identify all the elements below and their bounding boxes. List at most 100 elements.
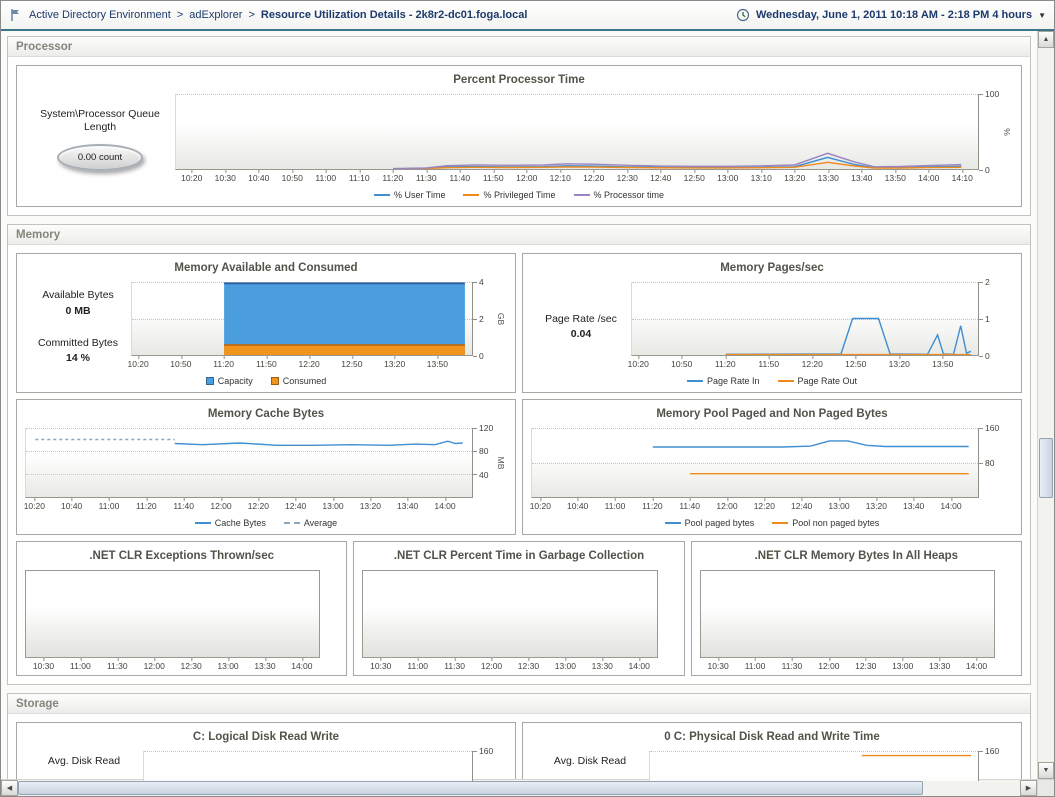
legend-label: Consumed (282, 375, 327, 386)
horizontal-scrollbar: ◀ ▶ (1, 779, 1037, 796)
horizontal-scroll-track[interactable] (18, 780, 1020, 796)
plot-area[interactable] (649, 751, 979, 781)
chart-percent-processor-time: Percent Processor Time System\Processor … (16, 65, 1022, 207)
chart-clr-exceptions: .NET CLR Exceptions Thrown/sec 10:30 11:0… (16, 541, 348, 676)
x-tick-label: 11:00 (70, 658, 91, 671)
legend-item[interactable]: Average (283, 518, 337, 528)
scroll-right-button[interactable]: ▶ (1020, 780, 1037, 796)
legend-item[interactable]: % User Time (373, 190, 445, 200)
legend-item[interactable]: Page Rate Out (777, 375, 858, 386)
gridline (532, 462, 978, 464)
plot-area[interactable] (143, 751, 473, 781)
scroll-up-button[interactable]: ▲ (1038, 31, 1054, 48)
breadcrumb: Active Directory Environment > adExplore… (9, 8, 527, 22)
queue-length-gauge[interactable]: 0.00 count (57, 144, 143, 172)
chart-title: Memory Cache Bytes (207, 408, 325, 420)
plot-area[interactable] (362, 570, 658, 658)
y-axis (320, 570, 338, 658)
legend-item[interactable]: Capacity (205, 376, 253, 386)
chart-memory-pool-bytes: Memory Pool Paged and Non Paged Bytes 80… (522, 399, 1022, 535)
x-tick-label: 13:00 (892, 658, 914, 671)
available-bytes-stat: Available Bytes 0 MB (42, 289, 114, 316)
section-title: Processor (16, 41, 73, 53)
legend-label: Page Rate In (706, 375, 760, 386)
y-axis: 40 80 120 MB (473, 423, 507, 498)
scroll-left-button[interactable]: ◀ (1, 780, 18, 796)
y-tick-label: 1 (979, 314, 990, 324)
y-tick-label: 0 (473, 351, 484, 361)
legend-item[interactable]: Page Rate In (686, 375, 760, 386)
legend-item[interactable]: % Privileged Time (463, 190, 556, 200)
y-tick-label: 0 (979, 165, 990, 175)
time-range-selector[interactable]: Wednesday, June 1, 2011 10:18 AM - 2:18 … (736, 8, 1046, 22)
x-tick-label: 11:40 (449, 170, 471, 183)
legend-item[interactable]: Cache Bytes (194, 518, 266, 528)
x-tick-label: 13:20 (784, 170, 806, 183)
legend-label: Pool paged bytes (684, 517, 755, 528)
x-tick-label: 11:20 (714, 356, 736, 369)
chevron-down-icon[interactable]: ▼ (1038, 10, 1046, 20)
y-axis: 0 2 4 GB (473, 277, 507, 361)
chart-legend: Pool paged bytes Pool non paged bytes (531, 513, 1013, 532)
breadcrumb-separator: > (248, 9, 255, 21)
section-title: Memory (16, 229, 61, 241)
x-tick-label: 13:30 (817, 170, 839, 183)
plot-area[interactable] (25, 428, 473, 498)
committed-bytes-value: 14 % (66, 351, 90, 364)
plot-area[interactable] (131, 282, 473, 356)
legend-swatch (205, 376, 214, 385)
x-tick-label: 14:00 (965, 658, 988, 671)
x-tick-label: 10:20 (627, 356, 649, 369)
chart-title: 0 C: Physical Disk Read and Write Time (664, 731, 880, 743)
x-tick-label: 13:00 (322, 498, 344, 511)
x-tick-label: 12:00 (516, 170, 538, 183)
legend-item[interactable]: Pool paged bytes (664, 517, 755, 528)
y-axis: 80 160 (979, 423, 1013, 498)
gridline (144, 751, 472, 752)
plot-area[interactable] (531, 428, 979, 498)
plot-area[interactable] (699, 570, 995, 658)
plot-area[interactable] (631, 282, 979, 356)
x-tick-label: 12:10 (549, 170, 571, 183)
x-tick-label: 13:00 (828, 498, 850, 511)
vertical-scroll-thumb[interactable] (1039, 438, 1053, 498)
section-memory: Memory Memory Available and Consumed Ava… (7, 224, 1031, 685)
breadcrumb-item-adexplorer[interactable]: adExplorer (189, 9, 243, 21)
legend-item[interactable]: % Processor time (573, 190, 664, 200)
y-axis (995, 570, 1013, 658)
x-tick-label: 10:30 (32, 658, 55, 671)
x-tick-label: 10:40 (567, 498, 589, 511)
legend-swatch (283, 521, 300, 524)
x-tick-label: 10:20 (181, 170, 203, 183)
legend-swatch (270, 376, 279, 385)
plot-area[interactable] (175, 94, 979, 170)
plot-area[interactable] (25, 570, 321, 658)
x-tick-label: 10:30 (707, 658, 729, 671)
x-axis: 10:20 10:40 11:00 11:20 11:40 12:00 12:20 12:40… (530, 498, 979, 513)
legend-swatch (777, 379, 794, 382)
legend-label: Page Rate Out (797, 375, 858, 386)
chart-title: .NET CLR Memory Bytes In All Heaps (754, 550, 959, 562)
y-tick-label: 80 (473, 446, 488, 456)
vertical-scroll-track[interactable] (1038, 48, 1054, 762)
gridline (632, 282, 978, 283)
page-title: Resource Utilization Details - 2k8r2-dc0… (260, 9, 528, 21)
legend-item[interactable]: Pool non paged bytes (772, 518, 879, 528)
gridline (26, 451, 472, 452)
chart-physical-disk-read-write-time: 0 C: Physical Disk Read and Write Time A… (522, 722, 1022, 781)
environment-icon (9, 8, 23, 22)
breadcrumb-item-environment[interactable]: Active Directory Environment (29, 9, 171, 21)
scroll-down-button[interactable]: ▼ (1038, 762, 1054, 779)
x-tick-label: 12:40 (285, 498, 307, 511)
x-tick-label: 13:00 (554, 658, 576, 671)
horizontal-scroll-thumb[interactable] (18, 781, 923, 795)
legend-swatch (194, 521, 211, 524)
x-tick-label: 12:30 (855, 658, 877, 671)
avg-disk-read-label: Avg. Disk Read (47, 755, 121, 767)
avg-disk-read-label: Avg. Disk Read (553, 755, 627, 767)
x-tick-label: 11:00 (98, 498, 120, 511)
legend-item[interactable]: Consumed (270, 375, 327, 386)
legend-swatch (373, 193, 390, 196)
chart-legend: Page Rate In Page Rate Out (531, 371, 1013, 390)
x-tick-label: 13:40 (851, 170, 873, 183)
